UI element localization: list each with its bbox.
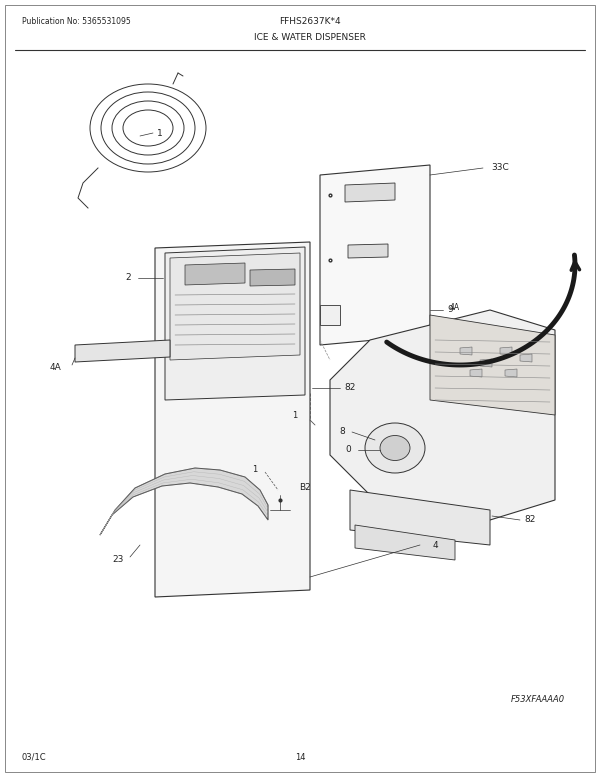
Text: 4: 4: [432, 541, 438, 549]
Polygon shape: [505, 369, 517, 377]
Polygon shape: [320, 165, 430, 345]
Text: 23: 23: [112, 556, 124, 565]
Text: 03/1C: 03/1C: [22, 752, 47, 761]
Polygon shape: [250, 269, 295, 286]
Text: 2: 2: [125, 274, 131, 283]
Polygon shape: [348, 244, 388, 258]
Polygon shape: [165, 247, 305, 400]
Text: 1: 1: [292, 410, 298, 420]
Polygon shape: [470, 369, 482, 377]
Text: 8: 8: [339, 427, 345, 437]
Polygon shape: [170, 253, 300, 360]
Polygon shape: [345, 183, 395, 202]
Text: 82: 82: [524, 515, 536, 524]
Ellipse shape: [380, 435, 410, 461]
Text: F53XFAAAA0: F53XFAAAA0: [511, 695, 565, 705]
Text: ICE & WATER DISPENSER: ICE & WATER DISPENSER: [254, 33, 366, 43]
Text: 82: 82: [344, 384, 356, 392]
Text: 4A: 4A: [450, 304, 460, 312]
Text: 1: 1: [253, 465, 257, 475]
Ellipse shape: [365, 423, 425, 473]
Polygon shape: [185, 263, 245, 285]
Polygon shape: [355, 525, 455, 560]
Polygon shape: [500, 347, 512, 355]
Text: 0: 0: [345, 445, 351, 455]
Text: 4A: 4A: [49, 364, 61, 372]
Polygon shape: [350, 490, 490, 545]
Text: 9: 9: [447, 305, 453, 315]
Polygon shape: [75, 340, 170, 362]
Text: Publication No: 5365531095: Publication No: 5365531095: [22, 18, 131, 26]
Text: 14: 14: [295, 752, 305, 761]
Polygon shape: [520, 354, 532, 362]
Polygon shape: [330, 310, 555, 520]
Text: 33C: 33C: [491, 163, 509, 172]
Text: FFHS2637K*4: FFHS2637K*4: [279, 18, 341, 26]
Text: 1: 1: [157, 128, 163, 138]
Polygon shape: [100, 468, 268, 535]
Polygon shape: [155, 242, 310, 597]
Polygon shape: [460, 347, 472, 355]
Polygon shape: [430, 315, 555, 415]
Text: B2: B2: [299, 483, 311, 493]
Polygon shape: [320, 305, 340, 325]
Polygon shape: [480, 359, 492, 367]
